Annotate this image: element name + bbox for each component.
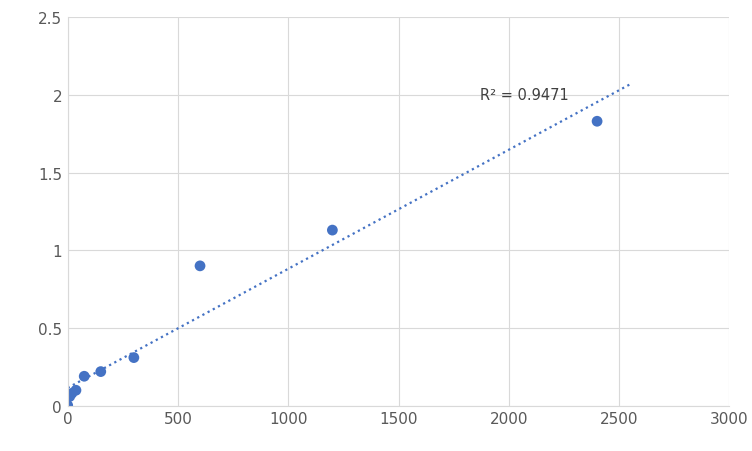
Point (95, 368, 107, 375)
Point (128, 354, 140, 361)
Point (62, 402, 74, 409)
Point (70, 387, 82, 394)
Point (78, 373, 90, 380)
Point (326, 227, 338, 234)
Point (66, 390, 77, 397)
Text: R² = 0.9471: R² = 0.9471 (481, 88, 569, 103)
Point (64, 393, 76, 400)
Point (591, 118, 603, 125)
Point (194, 262, 206, 270)
